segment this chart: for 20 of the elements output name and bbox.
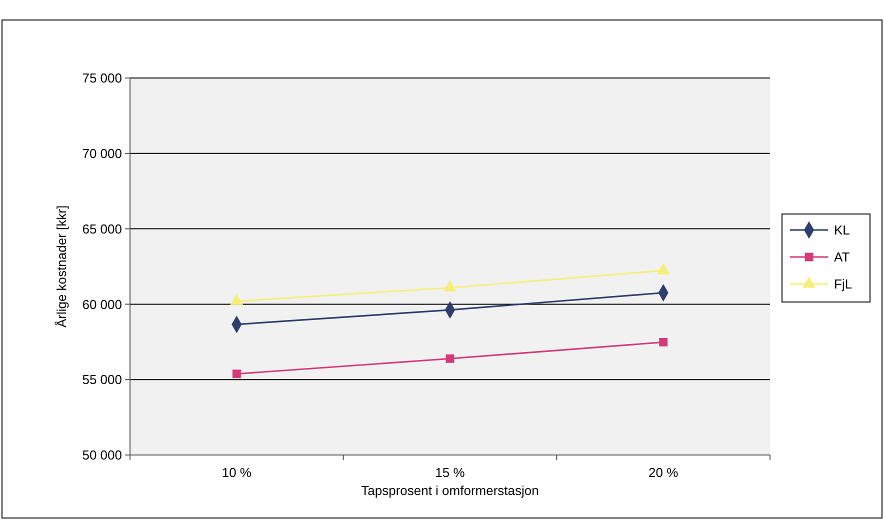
point [232, 370, 241, 378]
point [230, 294, 243, 305]
legend-label: FjL [834, 276, 852, 292]
y-tick-label: 50 000 [82, 448, 122, 463]
y-tick-label: 70 000 [82, 146, 122, 161]
point [446, 354, 454, 363]
legend-label: KL [834, 222, 850, 238]
x-tick-label: 20 % [648, 465, 679, 480]
point [657, 264, 670, 274]
y-tick-label: 65 000 [82, 221, 122, 236]
x-tick-label: 15 % [435, 465, 466, 480]
x-axis-title: Tapsprosent i omformerstasjon [361, 483, 539, 498]
point [659, 338, 668, 346]
y-tick-label: 55 000 [82, 372, 122, 388]
y-tick-label: 60 000 [82, 296, 122, 312]
y-tick-label: 75 000 [82, 70, 122, 86]
y-axis-title: Årlige kostnader [kkr] [54, 205, 69, 328]
point [444, 280, 456, 292]
legend-label: AT [834, 250, 850, 265]
x-tick-label: 10 % [222, 465, 252, 480]
